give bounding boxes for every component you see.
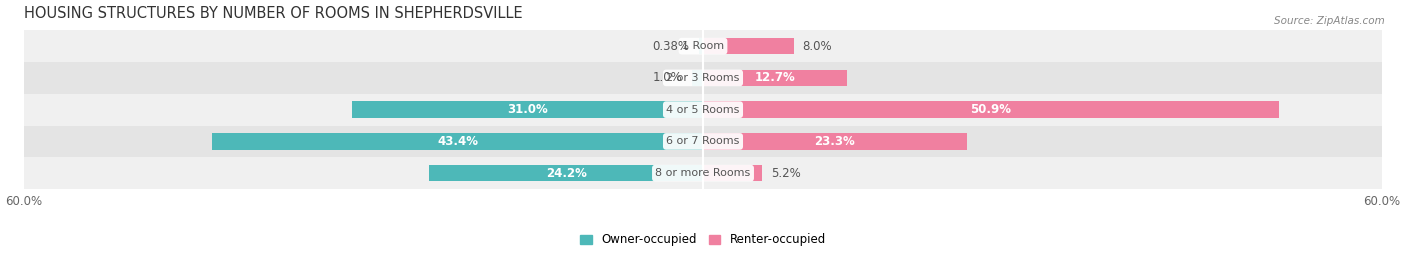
Bar	[24, 157, 1382, 189]
Text: 5.2%: 5.2%	[770, 167, 800, 180]
Text: 1.0%: 1.0%	[652, 71, 683, 84]
Text: 43.4%: 43.4%	[437, 135, 478, 148]
Bar	[703, 101, 1279, 118]
Text: 8.0%: 8.0%	[803, 40, 832, 53]
Bar	[24, 62, 1382, 94]
Bar	[703, 38, 793, 54]
Bar	[24, 126, 1382, 157]
Text: Source: ZipAtlas.com: Source: ZipAtlas.com	[1274, 16, 1385, 26]
Text: 23.3%: 23.3%	[814, 135, 855, 148]
Text: 2 or 3 Rooms: 2 or 3 Rooms	[666, 73, 740, 83]
Bar	[703, 133, 967, 150]
Text: 6 or 7 Rooms: 6 or 7 Rooms	[666, 136, 740, 146]
Bar	[692, 70, 703, 86]
Bar	[703, 70, 846, 86]
Bar	[703, 165, 762, 181]
Text: 0.38%: 0.38%	[652, 40, 690, 53]
Text: 12.7%: 12.7%	[755, 71, 796, 84]
Text: 4 or 5 Rooms: 4 or 5 Rooms	[666, 105, 740, 115]
Text: HOUSING STRUCTURES BY NUMBER OF ROOMS IN SHEPHERDSVILLE: HOUSING STRUCTURES BY NUMBER OF ROOMS IN…	[24, 6, 523, 20]
Bar	[212, 133, 703, 150]
Legend: Owner-occupied, Renter-occupied: Owner-occupied, Renter-occupied	[579, 233, 827, 246]
Bar	[24, 94, 1382, 126]
Text: 8 or more Rooms: 8 or more Rooms	[655, 168, 751, 178]
Bar	[24, 30, 1382, 62]
Bar	[429, 165, 703, 181]
Text: 50.9%: 50.9%	[970, 103, 1011, 116]
Text: 1 Room: 1 Room	[682, 41, 724, 51]
Text: 31.0%: 31.0%	[508, 103, 548, 116]
Bar	[699, 38, 703, 54]
Bar	[353, 101, 703, 118]
Text: 24.2%: 24.2%	[546, 167, 586, 180]
